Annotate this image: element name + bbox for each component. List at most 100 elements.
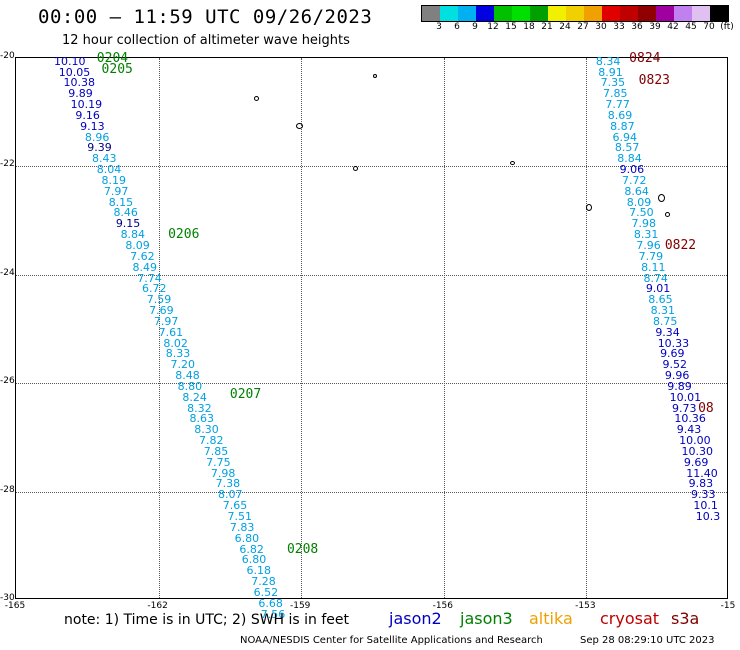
legend-jason3: jason3 <box>460 609 513 628</box>
colorbar-swatch <box>692 6 710 21</box>
colorbar-swatch <box>512 6 530 21</box>
page-subtitle: 12 hour collection of altimeter wave hei… <box>62 33 350 48</box>
legend-altika: altika <box>529 609 573 628</box>
wave-height-label: 8.24 <box>182 390 207 404</box>
wave-height-label: 6.18 <box>246 564 272 578</box>
wave-height-label: 10.00 <box>679 434 711 448</box>
colorbar-label: 27 <box>577 22 589 32</box>
wave-height-label: 10.30 <box>681 444 713 458</box>
footnote: note: 1) Time is in UTC; 2) SWH is in fe… <box>64 612 350 628</box>
lon-tick-label: -156 <box>432 601 454 611</box>
lon-tick-label: -153 <box>575 601 596 611</box>
wave-height-label: 7.83 <box>229 520 255 534</box>
wave-height-label: 7.59 <box>146 293 172 307</box>
grid-line-lat <box>16 274 727 276</box>
lat-tick-label: -24 <box>0 267 15 278</box>
wave-height-label: 7.74 <box>137 271 162 285</box>
wave-height-label: 10.19 <box>70 98 103 112</box>
pass-time-label: 0205 <box>101 61 133 77</box>
colorbar-label: 6 <box>454 22 460 32</box>
colorbar-swatch <box>440 6 458 21</box>
colorbar-swatch <box>620 6 638 21</box>
lon-tick-label: -162 <box>147 601 168 611</box>
island-outline <box>586 204 593 212</box>
wave-height-label: 7.75 <box>206 455 231 469</box>
wave-height-label: 9.73 <box>671 401 697 415</box>
colorbar-label: 9 <box>472 22 478 32</box>
wave-height-label: 8.63 <box>189 412 214 426</box>
grid-line-lon <box>301 58 303 598</box>
colorbar-swatch <box>674 6 692 21</box>
wave-height-label: 6.72 <box>141 282 167 296</box>
pass-time-label: 0822 <box>664 237 697 253</box>
island-outline <box>253 95 259 101</box>
wave-height-label: 7.62 <box>130 249 155 263</box>
wave-height-label: 7.85 <box>603 87 628 101</box>
wave-height-label: 7.28 <box>251 575 276 589</box>
lat-tick-label: -22 <box>0 159 15 170</box>
pass-time-label: 0206 <box>168 227 200 243</box>
colorbar-label: 15 <box>505 22 517 32</box>
wave-height-label: 9.43 <box>676 423 702 437</box>
wave-height-label: 9.69 <box>683 455 709 469</box>
colorbar-swatch <box>494 6 512 21</box>
grid-line-lon <box>443 58 445 598</box>
wave-height-label: 7.98 <box>210 466 236 480</box>
lat-tick-label: -30 <box>0 593 15 603</box>
colorbar-label: 3 <box>436 22 442 32</box>
wave-height-label: 9.52 <box>662 358 687 372</box>
wave-height-label: 8.96 <box>84 130 110 144</box>
wave-height-label: 8.43 <box>92 152 117 166</box>
island-outline <box>664 212 670 218</box>
wave-height-label: 7.96 <box>636 238 661 252</box>
colorbar-label: 24 <box>559 22 571 32</box>
wave-height-label: 8.19 <box>101 173 127 187</box>
colorbar-label: 42 <box>667 22 679 32</box>
wave-height-label: 8.32 <box>187 401 212 415</box>
wave-height-label: 10.3 <box>695 509 721 523</box>
colorbar-swatch <box>566 6 584 21</box>
colorbar-label: 36 <box>631 22 643 32</box>
colorbar-label: 45 <box>685 22 697 32</box>
colorbar-swatch <box>710 6 728 21</box>
wave-height-label: 6.80 <box>234 531 260 545</box>
colorbar-swatch <box>476 6 494 21</box>
island-outline <box>510 160 516 165</box>
island-outline <box>296 123 304 130</box>
island-outline <box>657 193 665 202</box>
colorbar-swatch <box>422 6 440 21</box>
wave-height-label: 8.31 <box>650 304 676 318</box>
footer-timestamp: Sep 28 08:29:10 UTC 2023 <box>580 635 715 646</box>
colorbar-label: 12 <box>487 22 499 32</box>
grid-line-lat <box>16 166 727 168</box>
wave-height-label: 10.36 <box>674 412 706 426</box>
wave-height-label: 10.01 <box>669 390 702 404</box>
colorbar-label: 30 <box>595 22 607 32</box>
wave-height-label: 8.15 <box>108 195 134 209</box>
wave-height-label: 6.80 <box>241 553 267 567</box>
wave-height-label: 11.40 <box>686 466 718 480</box>
wave-height-label: 8.02 <box>163 336 188 350</box>
wave-height-label: 7.35 <box>600 76 626 90</box>
wave-height-label: 6.82 <box>239 542 264 556</box>
wave-height-label: 7.56 <box>260 607 286 621</box>
wave-height-label: 9.39 <box>87 141 112 155</box>
wave-height-label: 8.09 <box>125 238 150 252</box>
wave-height-label: 8.87 <box>610 119 635 133</box>
wave-height-label: 7.51 <box>227 509 253 523</box>
wave-height-label: 6.52 <box>253 585 279 599</box>
wave-height-label: 8.80 <box>177 379 203 393</box>
lat-tick-label: -28 <box>0 484 15 495</box>
wave-height-label: 8.84 <box>120 228 146 242</box>
colorbar-label: 21 <box>541 22 553 32</box>
colorbar-label: 70 <box>703 22 715 32</box>
legend-s3a: s3a <box>671 609 700 628</box>
lat-tick-label: -26 <box>0 376 15 387</box>
wave-height-label: 9.33 <box>690 488 716 502</box>
colorbar-label: 39 <box>649 22 661 32</box>
wave-height-label: 10.1 <box>693 499 718 513</box>
pass-time-label: 0204 <box>96 51 129 66</box>
pass-time-label: 08 <box>698 400 714 416</box>
wave-height-label: 8.49 <box>132 260 157 274</box>
wave-height-label: 9.15 <box>115 217 141 231</box>
